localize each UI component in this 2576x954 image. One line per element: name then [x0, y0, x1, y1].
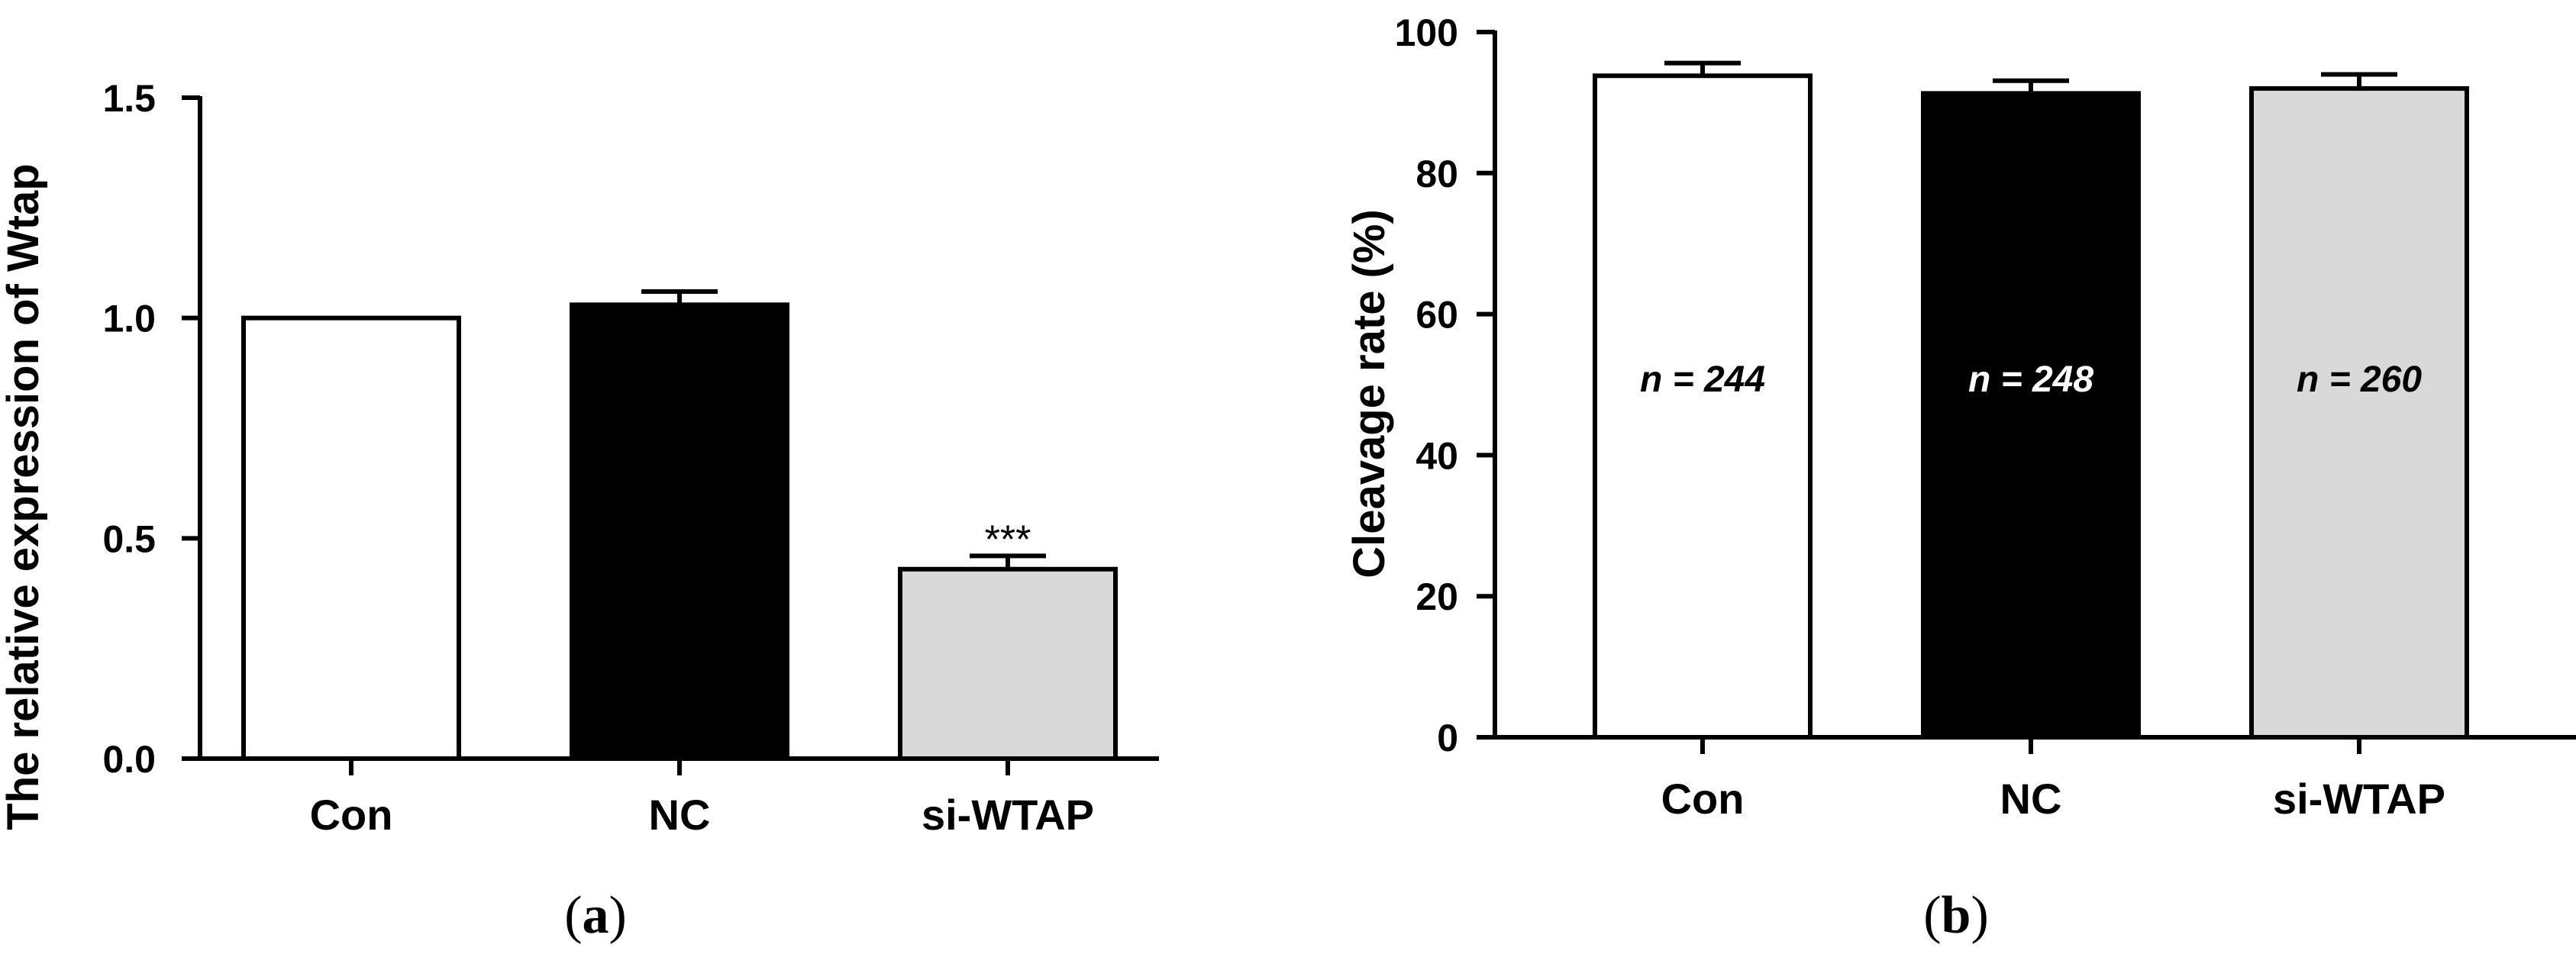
- chart-a-relative-expression: 0.0 0.5 1.0 1.5 The relative expression of W…: [0, 77, 1159, 839]
- y-tick-label: 0.0: [102, 738, 156, 781]
- bar-si-wtap: [898, 566, 1118, 761]
- y-tick-label: 60: [1416, 294, 1458, 337]
- bar-sample-size-label: n = 244: [1640, 359, 1765, 400]
- y-tick-label: 0.5: [102, 517, 156, 560]
- y-tick-label: 1.0: [102, 298, 156, 340]
- panel-label-a: (a): [564, 886, 627, 945]
- x-category-label: NC: [649, 791, 711, 839]
- bar-sample-size-label: n = 248: [1968, 359, 2093, 400]
- chart-b-cleavage-rate: 0 20 40 60 80 100 Cleavage rate (%) Con n = 244 N…: [1344, 11, 2576, 823]
- panel-label-b: (b): [1923, 886, 1989, 945]
- bar-con: [1593, 73, 1813, 740]
- x-category-label: NC: [2000, 775, 2062, 823]
- bar-sample-size-label: n = 260: [2297, 359, 2422, 400]
- y-tick-label: 80: [1416, 153, 1458, 195]
- bar-con: [241, 315, 461, 761]
- y-tick-label: 40: [1416, 434, 1458, 477]
- x-category-label: si-WTAP: [922, 791, 1094, 839]
- y-tick-label: 0: [1437, 717, 1458, 759]
- x-category-label: si-WTAP: [2273, 775, 2445, 823]
- x-category-label: Con: [310, 791, 393, 839]
- bar-nc: [1921, 91, 2141, 740]
- y-axis-title: The relative expression of Wtap: [0, 163, 48, 830]
- y-axis-title: Cleavage rate (%): [1344, 209, 1394, 579]
- bar-si-wtap: [2249, 85, 2469, 740]
- significance-marker: ***: [985, 517, 1031, 562]
- bar-nc: [570, 302, 789, 761]
- y-tick-label: 100: [1395, 11, 1458, 54]
- y-tick-label: 20: [1416, 575, 1458, 618]
- x-category-label: Con: [1661, 775, 1745, 823]
- y-tick-label: 1.5: [102, 77, 156, 120]
